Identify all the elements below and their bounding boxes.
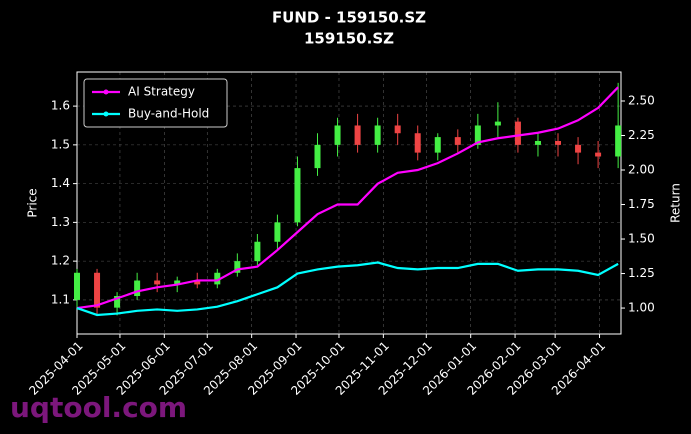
candle-body (474, 125, 481, 145)
y2-axis-label: Return (669, 183, 683, 223)
candle-body (74, 272, 80, 300)
candle-body (394, 125, 401, 134)
candle-body (615, 125, 622, 157)
candle-body (94, 272, 101, 308)
y-tick-label: 1.2 (51, 254, 70, 268)
candle-body (194, 280, 201, 285)
candle-body (374, 125, 381, 145)
candle-body (134, 280, 141, 297)
candle-body (274, 222, 281, 242)
y-tick-label: 1.4 (51, 176, 70, 190)
candle-body (234, 261, 241, 273)
y2-tick-label: 2.50 (628, 93, 655, 107)
candle-body (174, 280, 181, 285)
legend-marker (103, 89, 109, 95)
candle-body (575, 144, 582, 153)
y2-tick-label: 1.25 (628, 266, 655, 280)
candle-body (555, 140, 562, 145)
candle-body (334, 125, 341, 145)
candle-body (354, 125, 361, 145)
legend-marker (103, 111, 109, 117)
legend-label: AI Strategy (128, 85, 195, 99)
chart-subtitle: 159150.SZ (304, 30, 394, 48)
candle-body (294, 168, 301, 223)
candle-body (595, 152, 602, 157)
candle-body (434, 137, 441, 153)
candle-body (254, 241, 261, 262)
candle-body (154, 280, 161, 285)
watermark: uqtool.com (10, 391, 187, 424)
y2-tick-label: 1.50 (628, 232, 655, 246)
candle-body (214, 272, 221, 285)
y-axis-label: Price (26, 188, 40, 217)
plot-frame (76, 71, 622, 335)
candle-body (514, 121, 521, 145)
y2-tick-label: 1.00 (628, 301, 655, 315)
candle-body (114, 296, 121, 308)
y-tick-label: 1.6 (51, 99, 70, 113)
legend-label: Buy-and-Hold (128, 107, 209, 121)
return-line (76, 86, 619, 310)
candle-body (454, 137, 461, 145)
y-tick-label: 1.5 (51, 137, 70, 151)
candle-body (534, 140, 541, 145)
candle-body (314, 144, 321, 169)
candle-body (494, 121, 501, 126)
return-line (76, 261, 619, 317)
y2-tick-label: 1.75 (628, 197, 655, 211)
chart-title: FUND - 159150.SZ (272, 9, 426, 27)
y-tick-label: 1.3 (51, 215, 70, 229)
candle-body (414, 133, 421, 153)
y2-tick-label: 2.00 (628, 163, 655, 177)
y2-tick-label: 2.25 (628, 128, 655, 142)
y-tick-label: 1.1 (51, 292, 70, 306)
